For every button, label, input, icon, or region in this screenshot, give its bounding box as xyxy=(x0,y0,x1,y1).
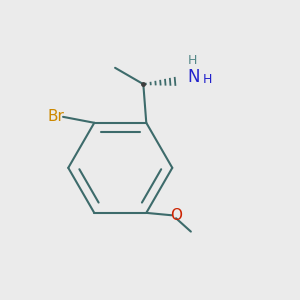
Text: Br: Br xyxy=(47,109,64,124)
Text: H: H xyxy=(202,73,212,86)
Text: H: H xyxy=(188,54,197,67)
Text: O: O xyxy=(170,208,182,223)
Text: N: N xyxy=(188,68,200,86)
